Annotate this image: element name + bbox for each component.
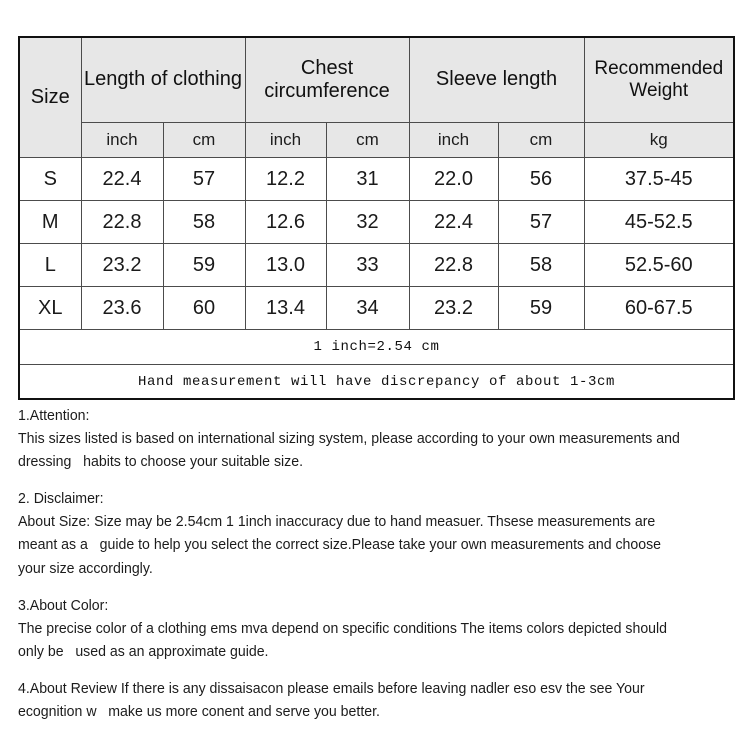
cell-chest-cm: 32 — [325, 200, 410, 244]
note-about-color: 3.About Color: The precise color of a cl… — [18, 594, 684, 663]
notes-section: 1.Attention: This sizes listed is based … — [18, 404, 684, 723]
column-header-recommended-weight: Recommended Weight — [583, 36, 735, 123]
note-disclaimer-heading: 2. Disclaimer: — [18, 490, 104, 508]
table-footnote-row: Hand measurement will have discrepancy o… — [18, 364, 735, 400]
cell-length-inch: 22.8 — [80, 200, 164, 244]
note-about-review: 4.About Review If there is any dissaisac… — [18, 677, 684, 723]
cell-size: M — [18, 200, 82, 244]
note-disclaimer-body: About Size: Size may be 2.54cm 1 1inch i… — [18, 513, 665, 577]
table-body: S 22.4 57 12.2 31 22.0 56 37.5-45 M 22.8… — [18, 157, 735, 400]
unit-header-sleeve-cm: cm — [497, 122, 585, 158]
cell-sleeve-cm: 59 — [497, 286, 585, 330]
unit-header-sleeve-inch: inch — [408, 122, 499, 158]
column-header-size: Size — [18, 36, 82, 158]
cell-sleeve-inch: 22.0 — [408, 157, 499, 201]
header-row-groups: Size Length of clothing Chest circumfere… — [18, 36, 735, 158]
cell-size: S — [18, 157, 82, 201]
cell-chest-cm: 33 — [325, 243, 410, 287]
cell-length-cm: 58 — [162, 200, 246, 244]
unit-header-weight-kg: kg — [583, 122, 735, 158]
cell-length-cm: 57 — [162, 157, 246, 201]
cell-sleeve-inch: 23.2 — [408, 286, 499, 330]
unit-header-length-inch: inch — [80, 122, 164, 158]
unit-header-chest-inch: inch — [244, 122, 327, 158]
cell-length-inch: 23.2 — [80, 243, 164, 287]
cell-sleeve-cm: 56 — [497, 157, 585, 201]
cell-length-inch: 22.4 — [80, 157, 164, 201]
cell-chest-inch: 13.4 — [244, 286, 327, 330]
note-attention: 1.Attention: This sizes listed is based … — [18, 404, 684, 473]
cell-sleeve-cm: 58 — [497, 243, 585, 287]
note-about-color-body: The precise color of a clothing ems mva … — [18, 619, 671, 660]
cell-chest-inch: 12.6 — [244, 200, 327, 244]
cell-weight-kg: 37.5-45 — [583, 157, 735, 201]
cell-length-inch: 23.6 — [80, 286, 164, 330]
note-about-review-body: 4.About Review If there is any dissaisac… — [18, 679, 649, 721]
note-attention-body: This sizes listed is based on internatio… — [18, 430, 684, 471]
table-row: L 23.2 59 13.0 33 22.8 58 52.5-60 — [18, 243, 735, 287]
cell-weight-kg: 52.5-60 — [583, 243, 735, 287]
cell-size: XL — [18, 286, 82, 330]
cell-chest-cm: 34 — [325, 286, 410, 330]
cell-weight-kg: 45-52.5 — [583, 200, 735, 244]
table-row: XL 23.6 60 13.4 34 23.2 59 60-67.5 — [18, 286, 735, 330]
table-row: M 22.8 58 12.6 32 22.4 57 45-52.5 — [18, 200, 735, 244]
cell-size: L — [18, 243, 82, 287]
cell-chest-inch: 12.2 — [244, 157, 327, 201]
note-about-color-heading: 3.About Color: — [18, 596, 109, 614]
note-disclaimer: 2. Disclaimer: About Size: Size may be 2… — [18, 487, 684, 579]
cell-chest-inch: 13.0 — [244, 243, 327, 287]
cell-sleeve-inch: 22.8 — [408, 243, 499, 287]
cell-chest-cm: 31 — [325, 157, 410, 201]
table-row: S 22.4 57 12.2 31 22.0 56 37.5-45 — [18, 157, 735, 201]
header-row-units: inch cm inch cm inch cm kg — [19, 122, 735, 158]
column-header-length-of-clothing: Length of clothing — [80, 36, 246, 123]
column-header-chest-circumference: Chest circumference — [244, 36, 410, 123]
table-header: Size Length of clothing Chest circumfere… — [18, 36, 735, 158]
cell-sleeve-inch: 22.4 — [408, 200, 499, 244]
size-chart-table: Size Length of clothing Chest circumfere… — [18, 36, 736, 400]
cell-length-cm: 60 — [162, 286, 246, 330]
column-header-sleeve-length: Sleeve length — [408, 36, 585, 123]
footnote-inch-conversion: 1 inch=2.54 cm — [18, 329, 735, 365]
table-footnote-row: 1 inch=2.54 cm — [18, 329, 735, 365]
cell-length-cm: 59 — [162, 243, 246, 287]
unit-header-length-cm: cm — [162, 122, 246, 158]
note-attention-heading: 1.Attention: — [18, 407, 90, 424]
unit-header-chest-cm: cm — [325, 122, 410, 158]
cell-sleeve-cm: 57 — [497, 200, 585, 244]
footnote-hand-measurement: Hand measurement will have discrepancy o… — [18, 364, 735, 400]
cell-weight-kg: 60-67.5 — [583, 286, 735, 330]
size-table-container: Size Length of clothing Chest circumfere… — [18, 36, 736, 400]
